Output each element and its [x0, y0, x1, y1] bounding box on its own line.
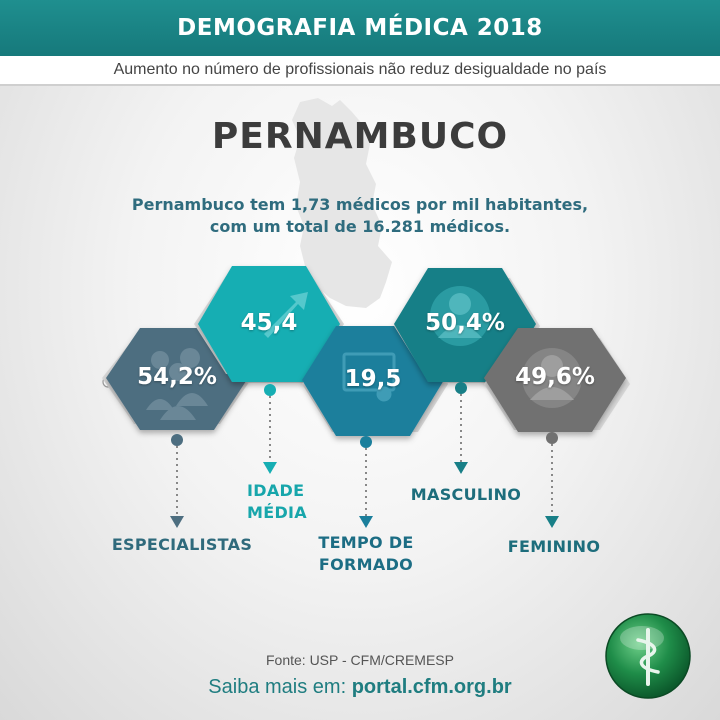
- stat-value-feminino: 49,6%: [515, 364, 595, 390]
- trend-arrow-icon: [264, 292, 308, 338]
- male-doctor-icon: [430, 286, 490, 346]
- subtitle-text: Aumento no número de profissionais não r…: [113, 61, 607, 78]
- stat-feminino: [484, 328, 630, 528]
- label-feminino: FEMININO: [494, 536, 614, 558]
- state-title: PERNAMBUCO: [211, 116, 509, 157]
- label-tempo-de-formado-line-2: FORMADO: [318, 555, 414, 574]
- portal-link[interactable]: portal.cfm.org.br: [351, 676, 512, 698]
- certificate-icon: [342, 352, 396, 402]
- label-tempo-de-formado-line-1: TEMPO DE: [318, 533, 414, 552]
- label-especialistas-line-1: ESPECIALISTAS: [111, 535, 253, 554]
- stat-value-idade-media: 45,4: [240, 310, 298, 336]
- label-especialistas: ESPECIALISTAS: [97, 534, 267, 556]
- stat-tempo-de-formado: [302, 326, 448, 528]
- page-header: DEMOGRAFIA MÉDICA 2018: [0, 0, 720, 56]
- female-doctor-icon: [522, 348, 582, 408]
- label-masculino: MASCULINO: [396, 484, 536, 506]
- group-icon: [146, 348, 208, 420]
- source-text: Fonte: USP - CFM/CREMESP: [265, 652, 454, 668]
- stat-idade-media: [194, 266, 344, 474]
- cfm-caduceus-logo: [605, 613, 691, 699]
- label-feminino-line-1: FEMININO: [507, 537, 601, 556]
- stat-value-especialistas: 54,2%: [137, 364, 217, 390]
- more-info-prefix: Saiba mais em:: [208, 676, 352, 698]
- state-map-silhouette: [292, 98, 392, 308]
- subtitle-bar: Aumento no número de profissionais não r…: [0, 56, 720, 86]
- stat-value-masculino: 50,4%: [425, 310, 505, 336]
- stat-value-tempo-de-formado: 19,5: [344, 366, 402, 392]
- stat-especialistas: [102, 328, 252, 528]
- intro-text: Pernambuco tem 1,73 médicos por mil habi…: [0, 194, 720, 238]
- intro-line-1: Pernambuco tem 1,73 médicos por mil habi…: [131, 195, 589, 214]
- label-masculino-line-1: MASCULINO: [410, 485, 522, 504]
- more-info: Saiba mais em: portal.cfm.org.br: [0, 676, 720, 699]
- label-idade-media-line-1: IDADE: [247, 481, 305, 500]
- label-tempo-de-formado: TEMPO DE FORMADO: [296, 532, 436, 576]
- header-title: DEMOGRAFIA MÉDICA 2018: [177, 15, 543, 41]
- label-idade-media: IDADE MÉDIA: [225, 480, 325, 524]
- intro-line-2: com um total de 16.281 médicos.: [209, 217, 511, 236]
- label-idade-media-line-2: MÉDIA: [247, 503, 307, 522]
